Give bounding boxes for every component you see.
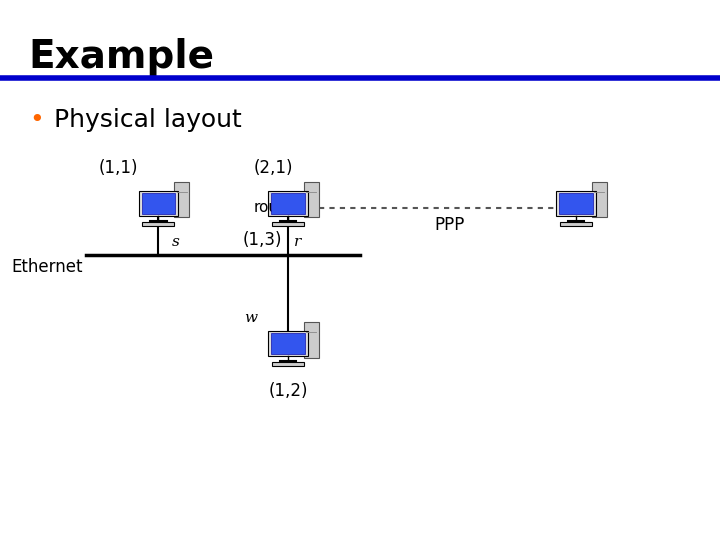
Bar xyxy=(268,191,308,216)
Text: r: r xyxy=(294,235,301,249)
Text: PPP: PPP xyxy=(435,216,465,234)
Bar xyxy=(143,221,174,226)
Bar xyxy=(138,191,179,216)
Text: w: w xyxy=(244,310,257,325)
Text: Ethernet: Ethernet xyxy=(11,258,83,276)
Bar xyxy=(272,221,304,226)
Bar xyxy=(142,193,175,214)
Bar xyxy=(559,193,593,214)
Text: (1,2): (1,2) xyxy=(269,382,307,400)
Text: s: s xyxy=(171,235,179,249)
Bar xyxy=(271,193,305,214)
Text: Example: Example xyxy=(29,38,215,76)
Text: •: • xyxy=(29,108,43,132)
Text: Physical layout: Physical layout xyxy=(54,108,242,132)
Bar xyxy=(560,221,592,226)
Text: (1,3): (1,3) xyxy=(243,231,282,249)
Bar xyxy=(304,181,319,217)
Bar xyxy=(271,333,305,354)
Text: (1,1): (1,1) xyxy=(99,159,138,177)
Bar xyxy=(592,181,606,217)
Bar xyxy=(556,191,596,216)
Bar xyxy=(304,322,319,357)
Bar xyxy=(268,331,308,356)
Text: (2,1): (2,1) xyxy=(254,159,293,177)
Text: router: router xyxy=(253,200,300,215)
Bar xyxy=(174,181,189,217)
Bar xyxy=(272,362,304,366)
